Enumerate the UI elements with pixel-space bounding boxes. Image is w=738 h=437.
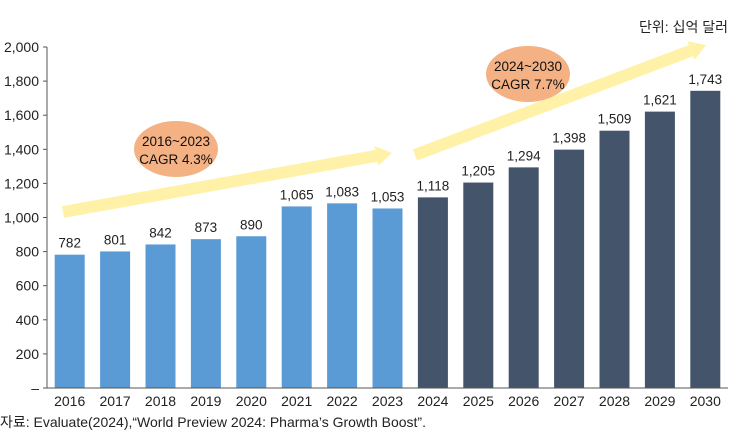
cagr-period-2: 2024~2030 [494,59,562,74]
x-tick-label: 2018 [145,393,176,409]
y-axis: – 200 400 600 800 1,000 1,200 1,400 1,600 1,800 2,… [4,39,48,396]
data-label-2019: 873 [195,220,218,235]
bar-2027 [554,149,585,388]
y-tick-label: 1,600 [4,107,39,123]
x-tick-label: 2026 [508,393,539,409]
y-tick-label: 1,800 [4,73,39,89]
bar-2025 [463,182,494,388]
x-tick-label: 2021 [281,393,312,409]
trend-arrow-actual-shaft [61,149,378,218]
bar-2030 [690,90,721,389]
cagr-bubble-1 [134,121,218,177]
cagr-value-1: CAGR 4.3% [139,152,213,167]
x-tick-label: 2017 [100,393,131,409]
trend-arrow-forecast-head [687,41,706,61]
x-tick-label: 2029 [644,393,675,409]
cagr-annotations: 2016~2023 CAGR 4.3% 2024~2030 CAGR 7.7% [134,46,570,177]
bar-2023 [372,208,403,388]
y-tick-label: 200 [16,346,40,362]
bar-2029 [644,111,675,388]
data-label-2028: 1,509 [598,112,632,127]
bar-2017 [100,251,131,388]
trend-arrow-actual-head [374,145,392,166]
unit-label: 단위: 십억 달러 [639,19,728,35]
x-tick-label: 2025 [463,393,494,409]
cagr-bubble-2 [486,46,570,102]
y-tick-label: 1,200 [4,175,39,191]
x-tick-label: 2024 [417,393,448,409]
y-tick-label: – [31,380,39,396]
x-tick-label: 2019 [190,393,221,409]
trend-arrows [61,41,706,218]
data-label-2027: 1,398 [552,131,586,146]
data-label-2016: 782 [58,236,81,251]
cagr-value-2: CAGR 7.7% [491,77,565,92]
x-tick-label: 2030 [690,393,721,409]
bar-2020 [236,236,267,388]
bar-2028 [599,130,630,388]
trend-arrow-forecast-shaft [412,45,694,161]
data-label-2017: 801 [104,232,127,247]
data-label-2022: 1,083 [325,184,359,199]
source-note: 자료: Evaluate(2024),“World Preview 2024: … [0,414,426,430]
data-label-2018: 842 [149,225,172,240]
y-tick-label: 800 [16,244,40,260]
x-tick-label: 2022 [327,393,358,409]
y-tick-label: 1,000 [4,210,39,226]
y-tick-label: 1,400 [4,141,39,157]
cagr-period-1: 2016~2023 [142,134,210,149]
bar-2026 [508,167,539,388]
bar-2016 [54,254,85,388]
bar-2024 [417,197,448,388]
data-label-2026: 1,294 [507,148,541,163]
data-label-2024: 1,118 [417,178,450,193]
y-tick-label: 2,000 [4,39,39,55]
bar-2022 [327,203,358,388]
x-axis: 2016 2017 2018 2019 2020 2021 2022 2023 2024 2025… [47,387,728,409]
x-tick-label: 2027 [554,393,585,409]
bar-2021 [281,206,312,388]
data-label-2023: 1,053 [371,189,405,204]
bar-2018 [145,244,176,388]
data-label-2020: 890 [240,217,263,232]
bar-2019 [190,239,221,388]
y-tick-label: 400 [16,312,40,328]
data-label-2029: 1,621 [643,93,677,108]
data-label-2021: 1,065 [280,187,314,202]
x-tick-label: 2020 [236,393,267,409]
x-tick-label: 2028 [599,393,630,409]
bars [54,90,721,389]
x-tick-label: 2023 [372,393,403,409]
data-label-2025: 1,205 [461,164,495,179]
data-label-2030: 1,743 [688,72,722,87]
data-labels: 782 801 842 873 890 1,065 1,083 1,053 1,118 1,205… [58,72,722,251]
y-tick-label: 600 [16,278,40,294]
x-tick-label: 2016 [54,393,85,409]
